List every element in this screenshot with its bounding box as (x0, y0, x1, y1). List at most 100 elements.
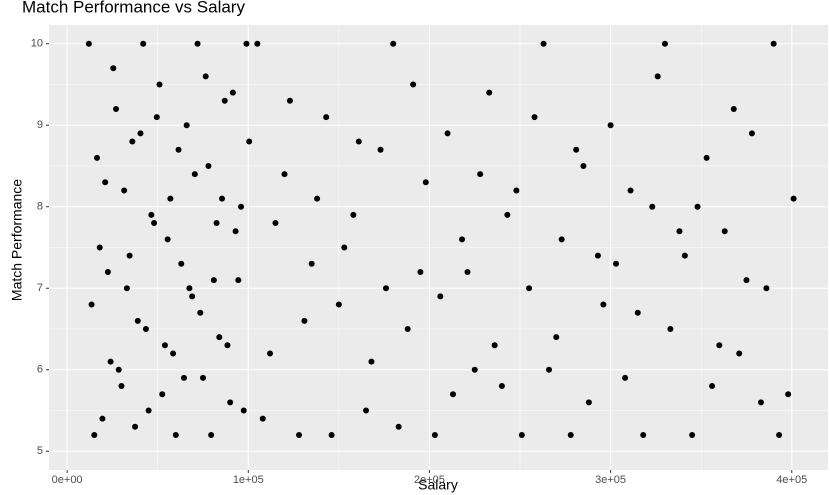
point (491, 342, 498, 349)
point (790, 195, 797, 202)
point (709, 383, 716, 390)
point (229, 89, 236, 96)
point (296, 431, 303, 438)
point (703, 154, 710, 161)
point (444, 130, 451, 137)
point (301, 317, 308, 324)
point (175, 146, 182, 153)
x-tick-label: 0e+00 (52, 474, 83, 486)
x-tick-label: 3e+05 (595, 474, 626, 486)
point (238, 203, 245, 210)
x-axis-title: Salary (418, 477, 458, 493)
point (88, 301, 95, 308)
point (281, 171, 288, 178)
point (498, 383, 505, 390)
point (170, 350, 177, 357)
point (205, 162, 212, 169)
point (202, 73, 209, 80)
y-axis-title: Match Performance (9, 179, 25, 301)
y-tick-label: 9 (37, 119, 43, 131)
point (91, 431, 98, 438)
point (164, 236, 171, 243)
y-tick-label: 8 (37, 201, 43, 213)
point (431, 431, 438, 438)
point (558, 236, 565, 243)
point (770, 40, 777, 47)
point (335, 301, 342, 308)
point (382, 285, 389, 292)
point (194, 40, 201, 47)
point (377, 146, 384, 153)
point (363, 407, 370, 414)
point (115, 366, 122, 373)
point (267, 350, 274, 357)
point (531, 114, 538, 121)
point (272, 220, 279, 227)
point (134, 317, 141, 324)
point (94, 154, 101, 161)
point (151, 220, 158, 227)
point (404, 326, 411, 333)
point (156, 81, 163, 88)
point (661, 40, 668, 47)
point (459, 236, 466, 243)
point (600, 301, 607, 308)
point (757, 399, 764, 406)
point (199, 374, 206, 381)
point (178, 260, 185, 267)
point (102, 179, 109, 186)
point (417, 268, 424, 275)
point (197, 309, 204, 316)
point (785, 391, 792, 398)
point (627, 187, 634, 194)
point (540, 40, 547, 47)
point (390, 40, 397, 47)
point (580, 162, 587, 169)
x-tick-label: 1e+05 (233, 474, 264, 486)
point (85, 40, 92, 47)
x-tick-label: 2e+05 (414, 474, 445, 486)
point (689, 431, 696, 438)
point (355, 138, 362, 145)
point (167, 195, 174, 202)
point (634, 309, 641, 316)
point (730, 105, 737, 112)
point (208, 431, 215, 438)
point (640, 431, 647, 438)
point (159, 391, 166, 398)
point (104, 268, 111, 275)
point (189, 293, 196, 300)
point (224, 342, 231, 349)
point (553, 334, 560, 341)
point (736, 350, 743, 357)
point (219, 195, 226, 202)
point (613, 260, 620, 267)
point (567, 431, 574, 438)
point (221, 97, 228, 104)
point (607, 122, 614, 129)
point (622, 374, 629, 381)
point (216, 334, 223, 341)
point (183, 122, 190, 129)
point (254, 40, 261, 47)
point (240, 407, 247, 414)
point (716, 342, 723, 349)
point (99, 415, 106, 422)
point (145, 407, 152, 414)
point (654, 73, 661, 80)
point (232, 228, 239, 235)
x-tick-label: 4e+05 (776, 474, 807, 486)
point (191, 171, 198, 178)
point (743, 277, 750, 284)
point (350, 211, 357, 218)
point (504, 211, 511, 218)
point (142, 326, 149, 333)
point (148, 211, 155, 218)
point (96, 244, 103, 251)
y-tick-label: 6 (37, 364, 43, 376)
point (213, 220, 220, 227)
point (235, 277, 242, 284)
point (526, 285, 533, 292)
point (328, 431, 335, 438)
point (137, 130, 144, 137)
